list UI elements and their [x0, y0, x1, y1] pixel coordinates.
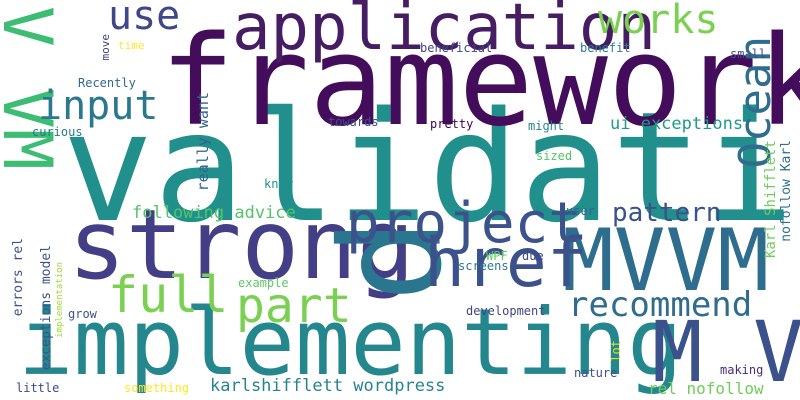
word-recommend: recommend: [568, 285, 753, 325]
word-nature: nature: [574, 366, 618, 380]
word-user: user: [566, 204, 595, 218]
word-rel-nofollow: rel nofollow: [648, 379, 764, 398]
word-errors-rel: errors rel: [11, 238, 26, 317]
word-works: works: [598, 0, 719, 43]
word-mvvm: MVVM: [562, 211, 770, 311]
word-following-advice: following advice: [132, 203, 296, 223]
word-know: know: [264, 177, 293, 191]
word-small: small: [730, 47, 767, 61]
word-wpf: WPF: [486, 249, 508, 263]
word-validation: validation: [62, 79, 800, 256]
word-example: example: [238, 276, 289, 290]
word-m-v: M V: [652, 303, 800, 400]
word-use: use: [108, 0, 181, 39]
word-recently: Recently: [78, 76, 136, 90]
word-little: little: [16, 381, 60, 395]
word-implementation: implementation: [55, 262, 65, 338]
word-time: time: [118, 39, 145, 52]
word-application: application: [232, 0, 656, 65]
word-towards: towards: [328, 115, 379, 129]
word-implementing: implementing: [18, 289, 683, 396]
word-curious: curious: [32, 125, 83, 139]
word-project: project: [346, 191, 583, 256]
word-full: full: [108, 266, 229, 324]
word-move: move: [99, 34, 112, 61]
word-karl-shifflett: Karl Shifflett: [763, 140, 779, 259]
word-benefit: benefit: [580, 41, 631, 55]
word-pretty: pretty: [430, 117, 474, 131]
word-sized: sized: [536, 149, 573, 163]
word-might: might: [528, 119, 565, 133]
word-part: part: [236, 278, 352, 334]
word-screens: screens: [458, 259, 509, 273]
word-exceptions-model: exceptions model: [39, 245, 54, 371]
word-input: input: [38, 83, 159, 129]
word-karlshifflett-wordpress: karlshifflett wordpress: [210, 376, 446, 396]
word-v-vm: V VM: [0, 6, 66, 170]
word-lot: lot: [609, 340, 623, 362]
word-pattern: pattern: [612, 198, 722, 228]
word-grow: grow: [68, 307, 97, 321]
word-really-want: really want: [194, 92, 212, 192]
word-due: due: [522, 249, 544, 263]
word-making: making: [720, 363, 764, 377]
word-something: something: [124, 381, 190, 395]
word-framework: framework: [160, 10, 800, 154]
word-ui-exceptions: ui exceptions: [610, 114, 744, 134]
word-strong: strong: [68, 189, 415, 301]
word-nofollow-karl: nofollow Karl: [779, 140, 794, 242]
word-beneficial: beneficial: [420, 41, 493, 55]
word-href: href: [424, 224, 588, 303]
word-development: development: [466, 304, 546, 318]
word-p: p: [329, 218, 492, 303]
